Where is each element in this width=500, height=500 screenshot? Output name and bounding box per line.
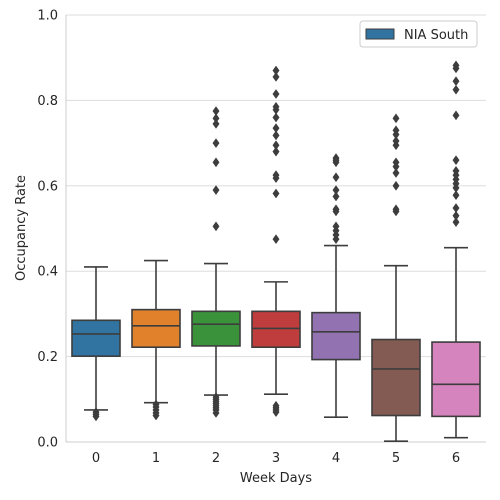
outlier-point [272,112,280,123]
y-axis-label: Occupancy Rate [14,175,29,281]
outlier-point [392,157,400,168]
outlier-point [452,190,460,201]
outlier-point [392,204,400,215]
box-day-1 [131,259,181,421]
box-day-5 [371,113,421,442]
outlier-point [452,155,460,166]
box-day-2 [191,106,241,418]
outlier-point [452,165,460,176]
y-tick-label: 0.8 [37,94,58,109]
boxes [71,60,481,442]
outlier-point [392,125,400,136]
x-tick-label: 5 [392,451,400,466]
x-tick-label: 4 [332,451,340,466]
box-day-0 [71,266,121,422]
outlier-point [452,76,460,87]
y-tick-label: 0.6 [37,179,58,194]
y-tick-label: 0.4 [37,265,58,280]
outlier-point [92,407,100,418]
outlier-point [452,217,460,228]
box-day-4 [311,153,361,419]
y-tick-label: 1.0 [37,9,58,24]
outlier-point [272,123,280,134]
outlier-point [452,84,460,95]
x-tick-label: 2 [212,451,220,466]
outlier-point [212,157,220,168]
outlier-point [272,89,280,99]
legend: NIA South [359,20,478,48]
outlier-point [392,180,400,191]
outlier-point [452,210,460,221]
outlier-point [152,399,160,410]
outlier-point [272,400,280,411]
outlier-point [272,146,280,157]
outlier-point [272,234,280,245]
legend-frame [359,20,478,48]
box-iqr [371,338,421,417]
outlier-point [212,221,220,232]
outlier-point [212,106,220,117]
outlier-point [332,185,340,196]
outlier-point [332,221,340,232]
outlier-point [332,153,340,163]
y-tick-label: 0.0 [37,436,58,451]
outlier-point [212,392,220,403]
box-iqr [251,310,301,349]
outlier-point [452,60,460,71]
box-iqr [71,319,121,357]
outlier-point [452,110,460,121]
outlier-point [332,191,340,202]
x-tick-label: 6 [452,451,460,466]
outlier-point [272,101,280,112]
x-axis-label: Week Days [240,471,312,486]
axes [65,15,486,443]
outlier-point [392,113,400,124]
outlier-point [272,65,280,76]
box-iqr [431,341,481,418]
x-tick-label: 0 [92,451,100,466]
x-tick-label: 3 [272,451,280,466]
x-tick-label: 1 [152,451,160,466]
box-iqr [311,311,361,361]
outlier-point [452,203,460,213]
tick-labels: 0.0 0.2 0.4 0.6 0.8 1.0 0 1 2 3 4 5 6 [37,9,460,467]
box-iqr [191,310,241,347]
outlier-point [272,140,280,151]
outlier-point [332,172,340,183]
outlier-point [272,188,280,199]
outlier-point [392,136,400,146]
legend-label: NIA South [404,28,468,43]
box-day-3 [251,65,301,418]
outlier-point [272,170,280,181]
legend-swatch [365,28,395,40]
outlier-point [212,138,220,149]
box-iqr [131,308,181,349]
y-tick-label: 0.2 [37,350,58,365]
outlier-point [212,118,220,129]
outlier-point [392,168,400,178]
outlier-point [272,71,280,82]
outlier-point [212,113,220,124]
outlier-point [272,130,280,141]
outlier-point [332,204,340,215]
outlier-point [212,185,220,196]
box-day-6 [431,60,481,439]
